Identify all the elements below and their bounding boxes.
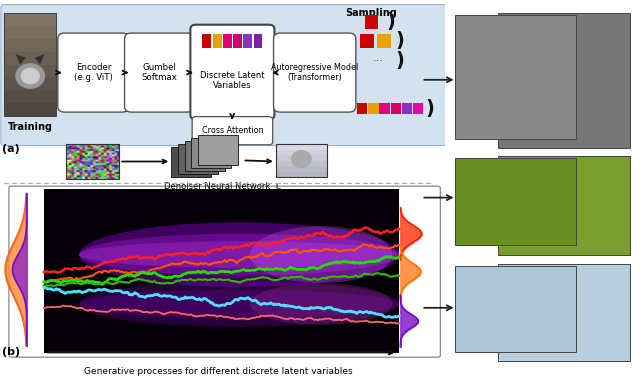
Bar [497, 156, 630, 255]
FancyBboxPatch shape [9, 186, 440, 357]
FancyBboxPatch shape [354, 6, 444, 143]
Bar [178, 144, 218, 174]
Bar [380, 103, 390, 114]
Bar [66, 144, 119, 179]
Bar [4, 103, 56, 116]
Text: ): ) [426, 99, 435, 118]
Bar [4, 65, 56, 78]
Bar [4, 52, 56, 65]
Bar [184, 141, 225, 171]
Bar [390, 103, 401, 114]
Text: Gumbel
Softmax: Gumbel Softmax [141, 63, 177, 82]
Bar [454, 266, 575, 352]
Text: (b): (b) [2, 347, 20, 357]
Bar [357, 103, 367, 114]
Text: Denoiser Neural Network  ℂ: Denoiser Neural Network ℂ [164, 182, 281, 191]
Bar [360, 34, 374, 48]
Polygon shape [15, 54, 26, 65]
Bar [223, 34, 232, 48]
FancyBboxPatch shape [1, 5, 446, 146]
Bar [191, 138, 231, 168]
Bar [276, 150, 327, 155]
Bar [454, 158, 575, 245]
Text: Discrete Latent
Variables: Discrete Latent Variables [200, 71, 265, 90]
Text: Cross Attention: Cross Attention [202, 126, 263, 135]
FancyBboxPatch shape [125, 33, 193, 112]
Bar [4, 90, 56, 103]
Bar [365, 15, 378, 28]
Bar [44, 189, 399, 353]
Bar [11, 188, 44, 355]
Ellipse shape [250, 226, 392, 283]
Bar [4, 13, 56, 116]
Text: ): ) [386, 12, 395, 31]
FancyBboxPatch shape [192, 117, 273, 145]
FancyBboxPatch shape [273, 33, 356, 112]
Bar [276, 172, 327, 177]
Bar [243, 34, 252, 48]
Circle shape [292, 151, 311, 168]
Text: Sampling: Sampling [346, 8, 397, 18]
Bar [401, 188, 438, 355]
Bar [4, 78, 56, 90]
Bar [198, 135, 238, 165]
Bar [413, 103, 423, 114]
Bar [212, 34, 221, 48]
Text: Encoder
(e.g. ViT): Encoder (e.g. ViT) [74, 63, 113, 82]
Bar [497, 264, 630, 361]
Bar [233, 34, 242, 48]
Bar [276, 166, 327, 172]
Bar [276, 155, 327, 161]
Bar [454, 15, 575, 139]
Bar [4, 26, 56, 39]
Bar [202, 34, 211, 48]
Ellipse shape [79, 241, 399, 268]
Text: Autoregressive Model
(Transformer): Autoregressive Model (Transformer) [271, 63, 358, 82]
Ellipse shape [250, 283, 392, 325]
Bar [4, 39, 56, 52]
Ellipse shape [79, 234, 399, 276]
Circle shape [21, 68, 39, 84]
FancyBboxPatch shape [190, 25, 275, 119]
Bar [276, 161, 327, 166]
Ellipse shape [79, 290, 399, 318]
Bar [172, 147, 211, 177]
Text: (a): (a) [2, 144, 20, 154]
Text: Training: Training [8, 122, 52, 132]
Circle shape [16, 64, 44, 88]
Bar [377, 34, 390, 48]
Text: ...: ... [372, 53, 383, 63]
Polygon shape [35, 54, 44, 65]
Bar [276, 144, 327, 177]
Ellipse shape [79, 281, 399, 327]
Bar [402, 103, 412, 114]
Text: Generative processes for different discrete latent variables: Generative processes for different discr… [84, 367, 352, 376]
Text: ): ) [396, 51, 404, 70]
Text: ): ) [396, 31, 404, 50]
Bar [253, 34, 262, 48]
Bar [497, 13, 630, 148]
Bar [368, 103, 378, 114]
Bar [276, 144, 327, 150]
Bar [4, 13, 56, 26]
FancyBboxPatch shape [58, 33, 129, 112]
Ellipse shape [79, 222, 399, 287]
